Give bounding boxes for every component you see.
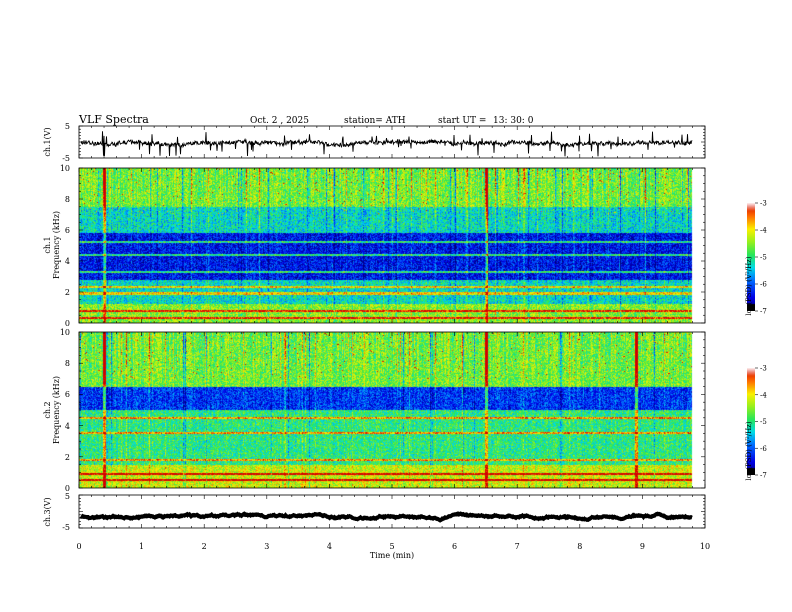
ch3-waveform-ylabel: ch.3(V) bbox=[43, 497, 52, 526]
colorbar-ticks: -3 -4 -5 -6 -7 -3 -4 -5 -6 -7 bbox=[755, 200, 767, 480]
ch1-frequency-ticks: 10 8 6 4 2 0 bbox=[60, 164, 70, 328]
x-axis-label: Time (min) bbox=[370, 551, 414, 560]
ch1-colorbar-tick-label: -4 bbox=[760, 227, 767, 235]
header-start-time: 13: 30: 0 bbox=[493, 116, 534, 126]
ch1-waveform-ylabel: ch.1(V) bbox=[43, 127, 52, 156]
ch2-channel-label: ch.2 bbox=[43, 401, 52, 418]
header-date: Oct. 2 , 2025 bbox=[250, 116, 309, 126]
header-start-label: start UT = bbox=[438, 116, 486, 126]
figure-title: VLF Spectra bbox=[78, 113, 149, 126]
xtick-8: 8 bbox=[577, 542, 582, 551]
ch2-frequency-ticks: 10 8 6 4 2 0 bbox=[60, 328, 70, 493]
xtick-3: 3 bbox=[264, 542, 269, 551]
ch2-colorbar-tick-label: -5 bbox=[760, 418, 767, 426]
ch1-frequency-label: Frequency (kHz) bbox=[52, 211, 61, 279]
ch1-ytick-2: 2 bbox=[65, 288, 70, 297]
xtick-0: 0 bbox=[76, 542, 81, 551]
ch2-ytick-4: 4 bbox=[65, 422, 70, 431]
xtick-5: 5 bbox=[389, 542, 394, 551]
xtick-2: 2 bbox=[202, 542, 207, 551]
ch3-ytick-top: 5 bbox=[65, 492, 70, 501]
ch3-waveform-line bbox=[79, 511, 693, 523]
x-tick-labels: 0 1 2 3 4 5 6 7 8 9 10 bbox=[76, 542, 710, 551]
ch2-colorbar-label: log(PSD) (V²/Hz) bbox=[745, 421, 753, 480]
ch2-colorbar bbox=[747, 368, 755, 475]
ch1-channel-label: ch.1 bbox=[43, 236, 52, 253]
ch1-spectrogram-image bbox=[79, 168, 705, 323]
ch1-ytick-top: 5 bbox=[65, 122, 70, 131]
ch2-ytick-2: 2 bbox=[65, 453, 70, 462]
ch2-frequency-label: Frequency (kHz) bbox=[52, 376, 61, 444]
ch2-ytick-6: 6 bbox=[65, 390, 70, 399]
ch1-colorbar-tick-label: -5 bbox=[760, 254, 767, 262]
ch2-colorbar-tick-label: -3 bbox=[760, 365, 767, 373]
ch3-ytick-bottom: -5 bbox=[62, 523, 70, 532]
xtick-9: 9 bbox=[640, 542, 645, 551]
axis-ticks bbox=[78, 125, 706, 529]
xtick-4: 4 bbox=[327, 542, 332, 551]
ch1-colorbar-tick-label: -6 bbox=[760, 281, 767, 289]
ch1-colorbar-tick-label: -3 bbox=[760, 200, 767, 208]
ch2-colorbar-tick-label: -7 bbox=[760, 472, 767, 480]
ch1-colorbar-tick-label: -7 bbox=[760, 308, 767, 316]
xtick-7: 7 bbox=[515, 542, 520, 551]
ch2-ytick-8: 8 bbox=[65, 359, 70, 368]
ch1-ytick-4: 4 bbox=[65, 257, 70, 266]
ch3-waveform-frame bbox=[78, 494, 706, 529]
xtick-10: 10 bbox=[700, 542, 710, 551]
ch1-ytick-10: 10 bbox=[60, 164, 70, 173]
ch2-colorbar-tick-label: -4 bbox=[760, 391, 767, 399]
ch1-colorbar bbox=[747, 203, 755, 311]
ch2-colorbar-tick-label: -6 bbox=[760, 445, 767, 453]
xtick-1: 1 bbox=[139, 542, 144, 551]
ch1-ytick-bottom: -5 bbox=[62, 154, 70, 163]
header-station: station= ATH bbox=[344, 116, 406, 126]
ch1-ytick-8: 8 bbox=[65, 195, 70, 204]
ch2-spectrogram-image bbox=[79, 332, 705, 488]
ch1-waveform-line bbox=[80, 131, 693, 157]
ch2-ytick-0: 0 bbox=[65, 484, 70, 493]
ch1-ytick-0: 0 bbox=[65, 319, 70, 328]
xtick-6: 6 bbox=[452, 542, 457, 551]
ch2-ytick-10: 10 bbox=[60, 328, 70, 337]
ch1-ytick-6: 6 bbox=[65, 226, 70, 235]
ch1-colorbar-label: log(PSD) (V²/Hz) bbox=[745, 256, 753, 315]
